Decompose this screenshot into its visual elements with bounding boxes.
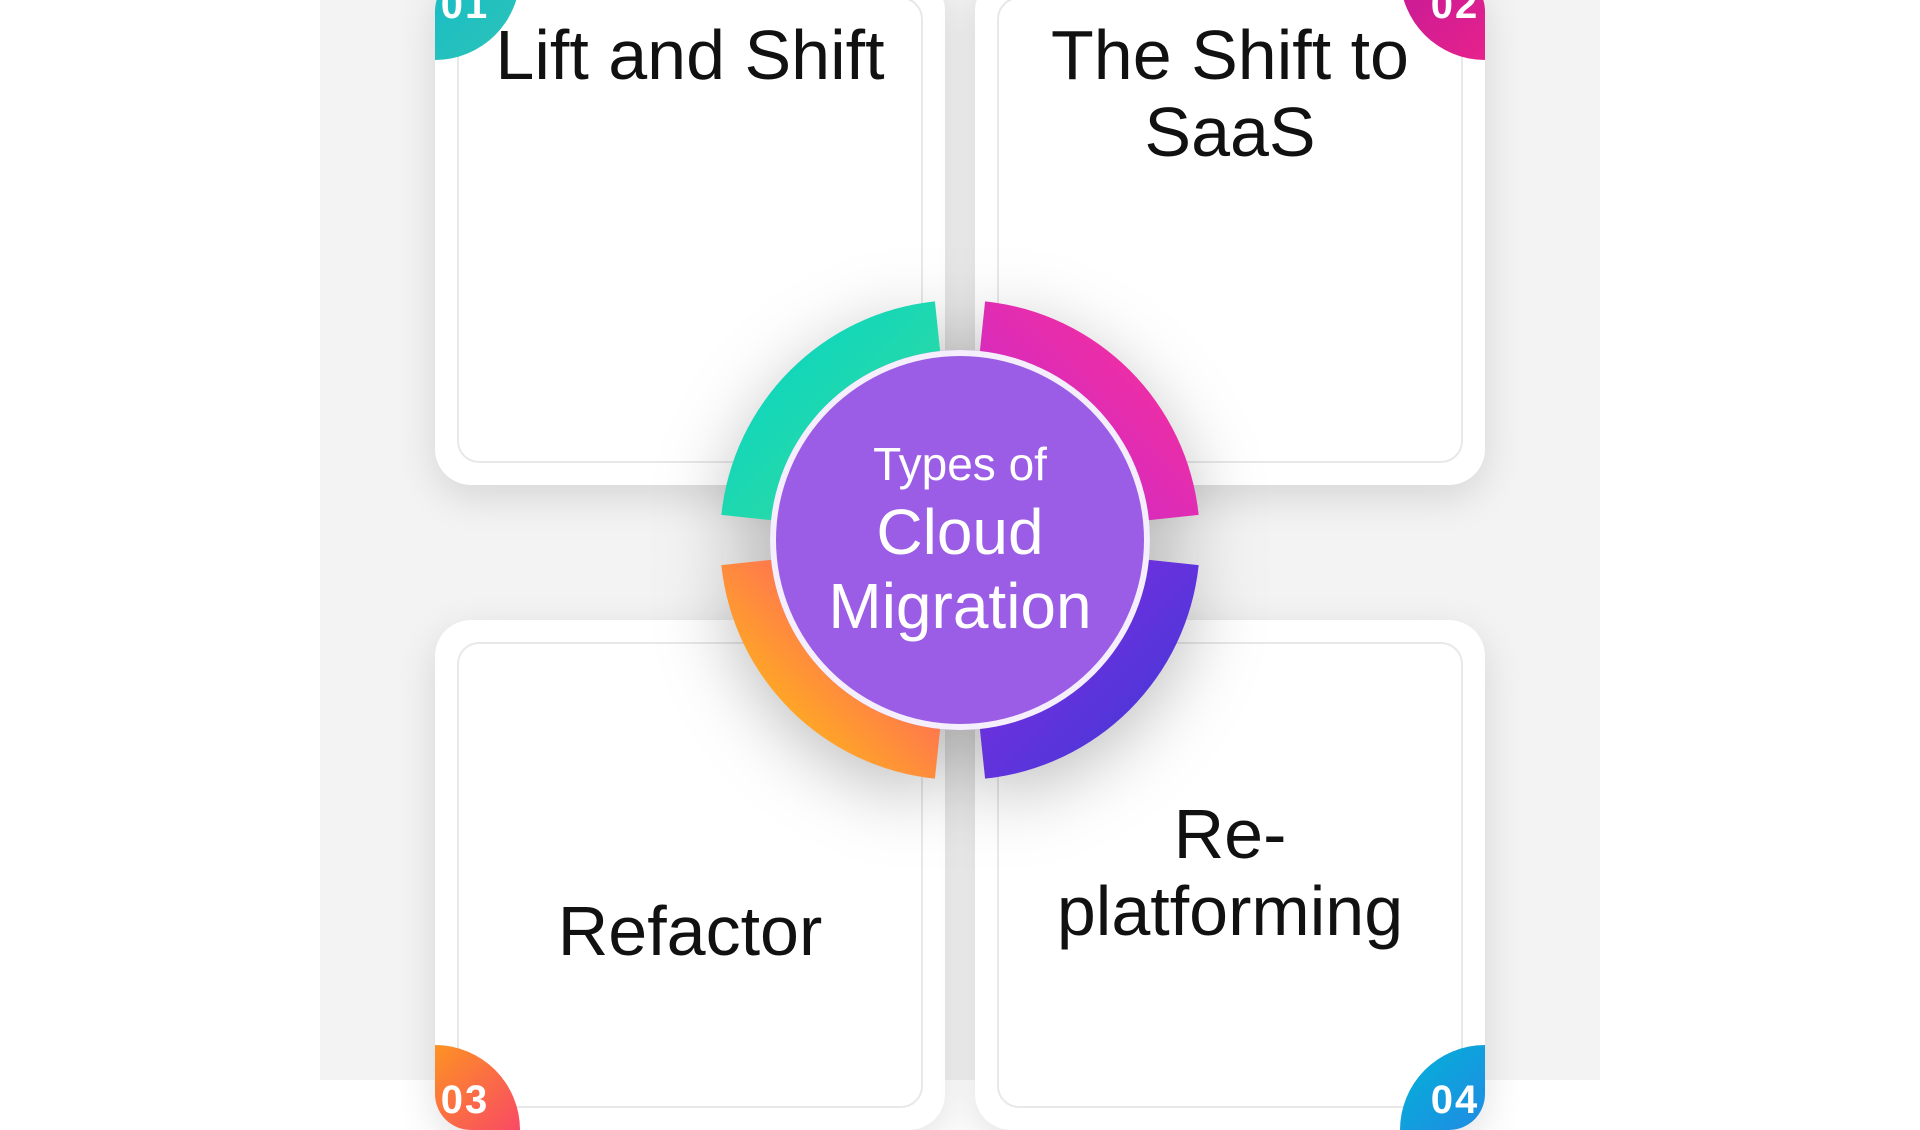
card-01-title: Lift and Shift	[435, 17, 945, 94]
card-02-title: The Shift to SaaS	[975, 17, 1485, 171]
badge-03-number: 03	[441, 1078, 490, 1123]
badge-04-number: 04	[1431, 1078, 1480, 1123]
center-line-3: Migration	[828, 569, 1091, 643]
badge-02-number: 02	[1431, 0, 1480, 28]
infographic-stage: Lift and Shift 01 The Shift to SaaS 02 R…	[320, 0, 1600, 1080]
badge-01-number: 01	[441, 0, 490, 28]
card-04-title: Re-platforming	[975, 796, 1485, 950]
center-line-1: Types of	[873, 437, 1047, 491]
card-03-title: Refactor	[435, 893, 945, 970]
badge-04: 04	[1400, 1045, 1485, 1130]
center-line-2: Cloud	[876, 495, 1043, 569]
center-hub: Types of Cloud Migration	[690, 270, 1230, 810]
center-circle: Types of Cloud Migration	[770, 350, 1150, 730]
badge-03: 03	[435, 1045, 520, 1130]
